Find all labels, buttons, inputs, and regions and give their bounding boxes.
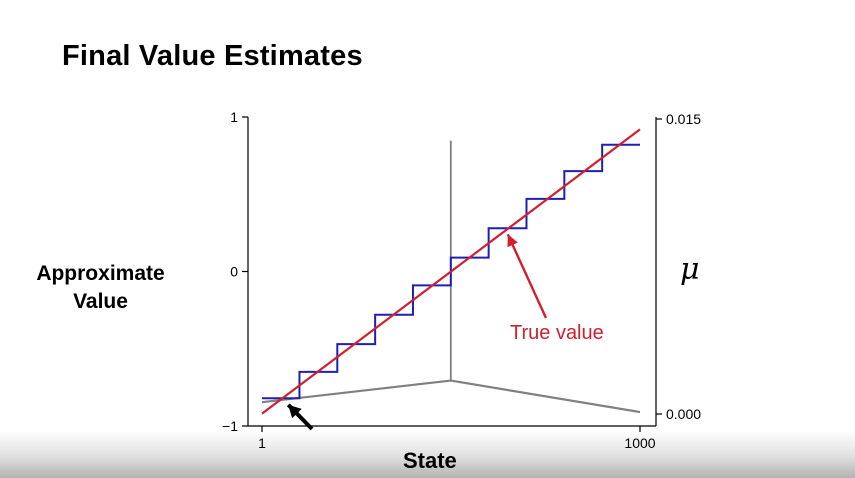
x-tick-label: 1000 — [624, 435, 655, 451]
left-tick-label: −1 — [222, 418, 238, 434]
state-distribution-line — [261, 379, 641, 414]
true-value-arrow-shaft — [506, 233, 548, 319]
x-tick-label: 1 — [258, 435, 266, 451]
y-axis-title: Approximate Value — [18, 260, 183, 316]
chart-ticks: 1 1000 −1 0 1 0.000 0.015 — [222, 109, 701, 451]
left-tick-label: 1 — [230, 109, 238, 125]
left-tick-label: 0 — [230, 264, 238, 280]
right-axis-title: μ — [680, 252, 700, 287]
black-arrow-head — [288, 404, 302, 419]
chart-annotations: True value — [286, 233, 604, 431]
x-axis-title: State — [403, 448, 457, 473]
y-axis-title-line-2: Value — [73, 290, 128, 313]
right-tick-label: 0.000 — [666, 406, 701, 422]
chart-series — [261, 128, 641, 415]
true-value-label: True value — [510, 322, 604, 344]
y-axis-title-line-1: Approximate — [36, 262, 165, 285]
slide-title: Final Value Estimates — [62, 40, 363, 72]
true-value-arrow-head — [507, 234, 518, 248]
true-value-line — [261, 128, 641, 415]
right-tick-label: 0.015 — [666, 111, 701, 127]
